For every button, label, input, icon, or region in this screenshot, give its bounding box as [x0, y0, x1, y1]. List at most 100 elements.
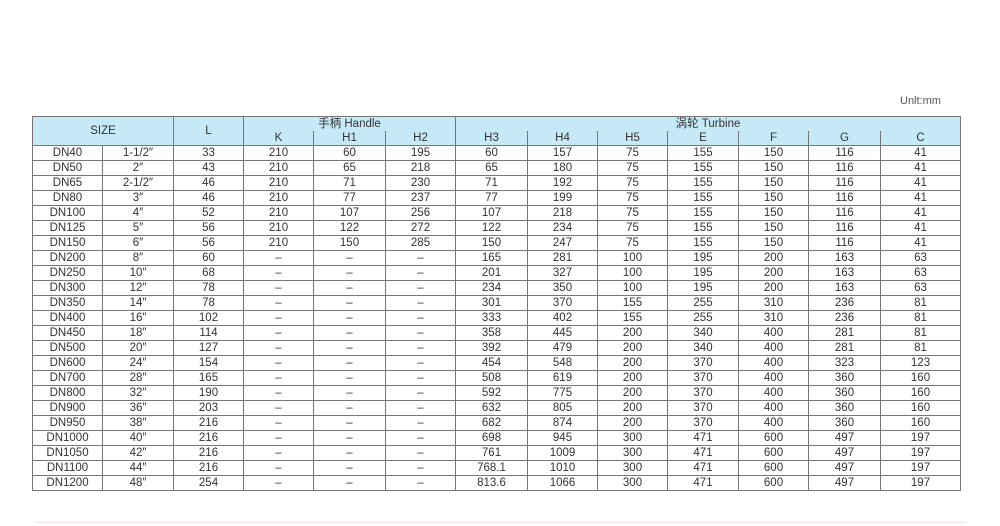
table-cell: 698: [455, 430, 528, 446]
table-cell: DN250: [32, 265, 103, 281]
table-cell: 370: [667, 415, 739, 431]
table-cell: 195: [667, 280, 739, 296]
table-cell: 116: [808, 145, 881, 161]
table-cell: 216: [173, 445, 244, 461]
table-cell: –: [313, 355, 386, 371]
table-cell: DN100: [32, 205, 103, 221]
table-cell: 619: [527, 370, 598, 386]
table-cell: 281: [808, 340, 881, 356]
table-cell: 340: [667, 325, 739, 341]
table-row: DN40 1-1/2″ 33 210 60 195 60 157 75 155 150 116 41: [32, 145, 961, 161]
table-cell: 281: [808, 325, 881, 341]
table-cell: 272: [385, 220, 456, 236]
table-cell: 71: [313, 175, 386, 191]
table-cell: 180: [527, 160, 598, 176]
table-cell: –: [385, 355, 456, 371]
table-cell: 197: [880, 430, 961, 446]
table-cell: 150: [738, 235, 809, 251]
table-cell: 197: [880, 460, 961, 476]
table-row: DN100 4″ 52 210 107 256 107 218 75 155 150 116 41: [32, 205, 961, 221]
table-cell: 195: [667, 250, 739, 266]
table-cell: 56: [173, 220, 244, 236]
table-cell: 236: [808, 310, 881, 326]
table-cell: –: [313, 445, 386, 461]
header-col-f: F: [738, 131, 809, 146]
table-cell: –: [243, 295, 314, 311]
table-cell: –: [243, 445, 314, 461]
table-cell: 60: [455, 145, 528, 161]
table-cell: 165: [455, 250, 528, 266]
table-cell: 81: [880, 325, 961, 341]
table-cell: 234: [527, 220, 598, 236]
table-cell: 197: [880, 445, 961, 461]
table-cell: 247: [527, 235, 598, 251]
table-cell: 945: [527, 430, 598, 446]
table-cell: 400: [738, 415, 809, 431]
table-cell: 471: [667, 445, 739, 461]
table-cell: 600: [738, 430, 809, 446]
table-cell: 46: [173, 190, 244, 206]
header-col-h3: H3: [455, 131, 528, 146]
table-cell: 370: [527, 295, 598, 311]
table-cell: –: [313, 415, 386, 431]
table-cell: DN1000: [32, 430, 103, 446]
table-cell: DN950: [32, 415, 103, 431]
table-cell: DN1200: [32, 475, 103, 491]
table-row: DN350 14″ 78– – –301 370 155 255 310 236 81: [32, 295, 961, 311]
table-cell: 333: [455, 310, 528, 326]
table-cell: 154: [173, 355, 244, 371]
table-cell: 46: [173, 175, 244, 191]
table-cell: –: [385, 280, 456, 296]
table-cell: 370: [667, 370, 739, 386]
table-cell: 471: [667, 430, 739, 446]
table-cell: 360: [808, 415, 881, 431]
table-cell: 10″: [102, 265, 174, 281]
table-cell: 775: [527, 385, 598, 401]
table-cell: 255: [667, 310, 739, 326]
table-cell: 471: [667, 460, 739, 476]
table-cell: 210: [243, 175, 314, 191]
table-cell: 155: [667, 160, 739, 176]
table-cell: 497: [808, 475, 881, 491]
table-cell: DN1100: [32, 460, 103, 476]
table-cell: 195: [385, 145, 456, 161]
table-cell: 600: [738, 445, 809, 461]
table-cell: 600: [738, 475, 809, 491]
table-cell: 116: [808, 190, 881, 206]
table-cell: DN40: [32, 145, 103, 161]
table-cell: –: [313, 385, 386, 401]
table-cell: 77: [313, 190, 386, 206]
table-cell: –: [313, 295, 386, 311]
table-cell: 682: [455, 415, 528, 431]
table-cell: 402: [527, 310, 598, 326]
table-cell: 216: [173, 415, 244, 431]
table-row: DN1050 42″ 216– – –761 1009 300 471 600 497 197: [32, 445, 961, 461]
table-cell: 40″: [102, 430, 174, 446]
table-row: DN800 32″ 190– – –592 775 200 370 400 360 160: [32, 385, 961, 401]
table-cell: 813.6: [455, 475, 528, 491]
table-cell: 1010: [527, 460, 598, 476]
table-cell: 75: [597, 220, 668, 236]
table-cell: –: [385, 265, 456, 281]
table-row: DN500 20″ 127– – –392 479 200 340 400 281 81: [32, 340, 961, 356]
table-cell: 150: [738, 205, 809, 221]
table-row: DN50 2″ 43 210 65 218 65 180 75 155 150 116 41: [32, 160, 961, 176]
table-cell: –: [313, 460, 386, 476]
table-cell: 8″: [102, 250, 174, 266]
table-cell: 400: [738, 355, 809, 371]
header-col-h1: H1: [313, 131, 386, 146]
header-turbine: 涡轮 Turbine: [455, 116, 961, 131]
table-cell: 28″: [102, 370, 174, 386]
table-cell: 68: [173, 265, 244, 281]
table-cell: 218: [527, 205, 598, 221]
table-cell: –: [385, 475, 456, 491]
table-cell: 199: [527, 190, 598, 206]
table-cell: 350: [527, 280, 598, 296]
table-cell: –: [385, 250, 456, 266]
table-cell: 200: [597, 400, 668, 416]
table-cell: 102: [173, 310, 244, 326]
table-cell: 400: [738, 385, 809, 401]
table-cell: 445: [527, 325, 598, 341]
table-cell: 190: [173, 385, 244, 401]
table-cell: 41: [880, 145, 961, 161]
